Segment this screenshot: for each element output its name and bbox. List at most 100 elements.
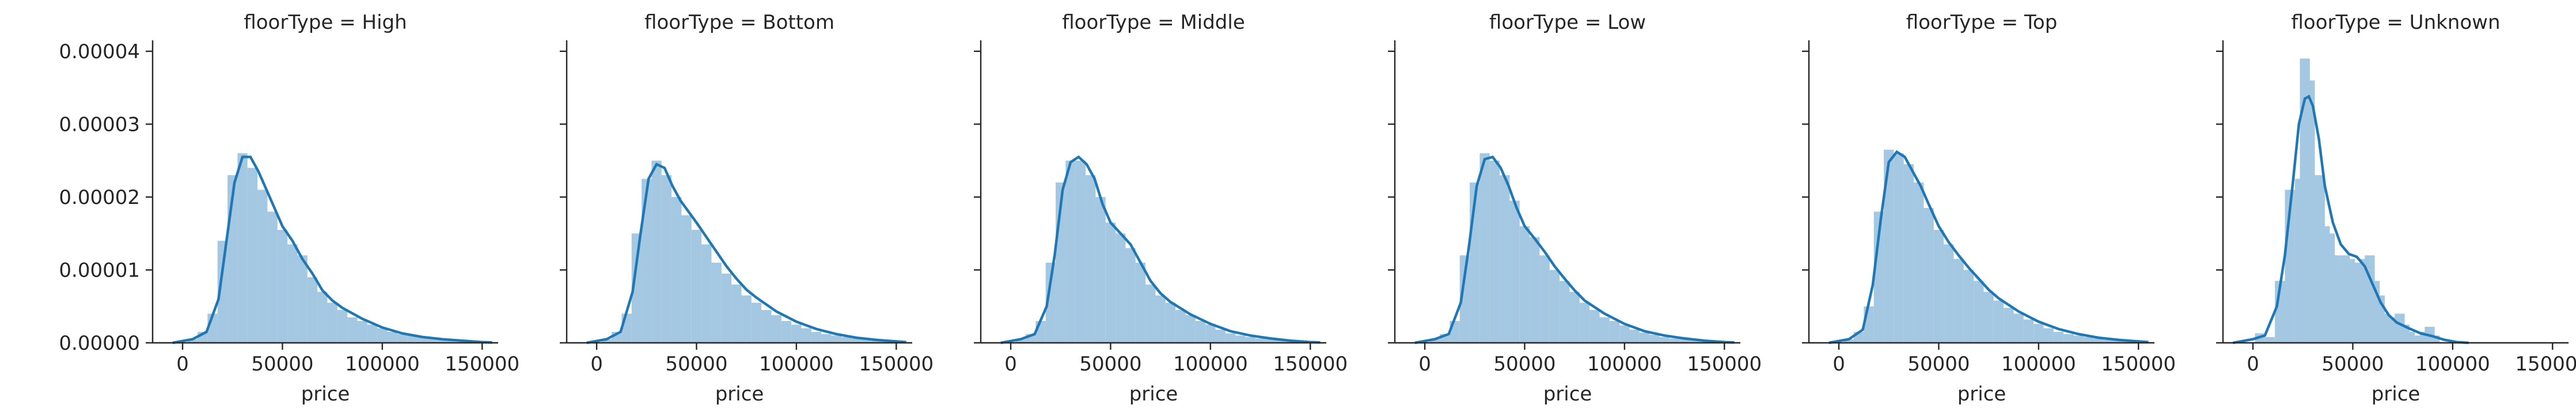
x-axis-label: price: [1957, 383, 2006, 406]
histogram-bar: [881, 341, 891, 343]
histogram-bar: [621, 313, 632, 343]
histogram-bar: [1255, 338, 1266, 343]
y-tick-label: 0.00002: [59, 186, 140, 209]
histogram-bar: [267, 211, 278, 343]
histogram-bar: [711, 262, 722, 343]
histogram-bar: [2093, 338, 2104, 343]
histogram-bar: [187, 339, 198, 343]
histogram-bar: [1135, 262, 1146, 343]
histogram-bar: [407, 335, 418, 343]
histogram-bar: [1205, 324, 1216, 343]
x-tick-label: 100000: [1173, 353, 1248, 376]
histogram-bar: [631, 233, 642, 343]
x-axis-label: price: [715, 383, 764, 406]
x-tick-label: 0: [2247, 353, 2259, 376]
histogram-bar: [741, 295, 752, 343]
histogram-bar: [1489, 160, 1500, 343]
y-tick-label: 0.00004: [59, 40, 140, 63]
histogram-bar: [1629, 330, 1640, 343]
facet-panel-unknown: floorType = Unknown 0 50000 100000 150000 p…: [2216, 11, 2576, 406]
y-ticks: 0.00000 0.00001 0.00002 0.00003 0.00004: [59, 40, 153, 355]
histogram-bar: [1165, 302, 1176, 343]
histogram-bar: [2073, 335, 2084, 343]
histogram-bar: [1095, 196, 1106, 343]
histogram-bar: [1944, 244, 1954, 343]
x-tick-label: 50000: [251, 353, 313, 376]
panel-title: floorType = Unknown: [2291, 11, 2500, 34]
histogram-bar: [317, 292, 328, 343]
x-tick-label: 100000: [2415, 353, 2490, 376]
x-ticks: 0 50000 100000 150000: [1418, 343, 1762, 376]
histogram-bars: [1843, 149, 2143, 343]
histogram-bar: [681, 215, 692, 343]
histogram-bar: [1589, 310, 1600, 343]
histogram-bar: [2404, 332, 2415, 343]
y-ticks: [1802, 50, 1809, 344]
histogram-bar: [1609, 321, 1620, 343]
x-ticks: 0 50000 100000 150000: [1833, 343, 2176, 376]
histogram-bar: [1116, 233, 1126, 343]
histogram-bar: [1679, 339, 1690, 343]
histogram-bar: [327, 302, 337, 343]
histogram-bar: [1619, 325, 1630, 343]
histogram-bars: [601, 160, 901, 343]
histogram-bar: [761, 310, 772, 343]
histogram-bar: [1659, 336, 1670, 343]
panel-title: floorType = Top: [1906, 11, 2058, 34]
histogram-bar: [277, 229, 288, 343]
y-tick-label: 0.00003: [59, 113, 140, 136]
histogram-bars: [1015, 160, 1315, 343]
histogram-bar: [831, 335, 841, 343]
histogram-bar: [1963, 270, 1974, 343]
kde-curve: [586, 162, 906, 345]
kde-curve: [1414, 155, 1735, 345]
x-tick-label: 50000: [1907, 353, 1970, 376]
histogram-bar: [297, 255, 308, 343]
histogram-bar: [841, 336, 852, 343]
x-ticks: 0 50000 100000 150000: [1004, 343, 1348, 376]
histogram-bar: [1914, 182, 1924, 343]
histogram-bar: [1599, 317, 1610, 343]
histogram-bar: [1015, 339, 1026, 343]
histogram-bar: [447, 339, 457, 343]
histogram-bar: [1579, 302, 1590, 343]
histogram-bar: [2034, 324, 2044, 343]
histogram-bar: [721, 273, 732, 343]
histogram-bar: [661, 175, 672, 343]
histogram-bar: [1145, 284, 1156, 343]
panel-title: floorType = Middle: [1062, 11, 1245, 34]
histogram-bar: [1086, 175, 1096, 343]
histogram-bar: [1185, 315, 1196, 343]
histogram-bar: [2083, 336, 2094, 343]
histogram-bar: [367, 324, 378, 343]
histogram-bar: [1993, 300, 2004, 343]
y-ticks: [974, 50, 981, 344]
x-tick-label: 0: [176, 353, 189, 376]
histogram-bar: [1275, 339, 1285, 343]
histogram-bar: [1843, 339, 1854, 343]
y-tick-label: 0.00000: [59, 332, 140, 355]
y-tick-label: 0.00001: [59, 259, 140, 282]
histogram-bar: [601, 339, 612, 343]
histogram-bar: [1530, 237, 1540, 343]
histogram-bar: [1569, 292, 1580, 343]
histogram-bar: [691, 229, 702, 343]
x-tick-label: 0: [1833, 353, 1845, 376]
histogram-bar: [2063, 334, 2074, 343]
x-tick-label: 50000: [2321, 353, 2384, 376]
x-tick-label: 150000: [2515, 353, 2576, 376]
y-ticks: [1388, 50, 1395, 344]
histogram-bar: [781, 321, 792, 343]
histogram-bar: [1075, 160, 1086, 343]
histogram-bar: [1500, 175, 1510, 343]
histogram-bars: [2255, 58, 2440, 343]
histogram-bar: [1215, 330, 1226, 343]
histogram-bar: [751, 302, 762, 343]
facet-panel-bottom: floorType = Bottom 0 50000 100000 150000 pr…: [560, 11, 934, 406]
histogram-bar: [397, 334, 408, 343]
histogram-bar: [1459, 255, 1470, 343]
histogram-bar: [1509, 201, 1520, 343]
x-tick-label: 50000: [1493, 353, 1556, 376]
x-tick-label: 0: [590, 353, 603, 376]
histogram-bar: [1560, 281, 1570, 343]
